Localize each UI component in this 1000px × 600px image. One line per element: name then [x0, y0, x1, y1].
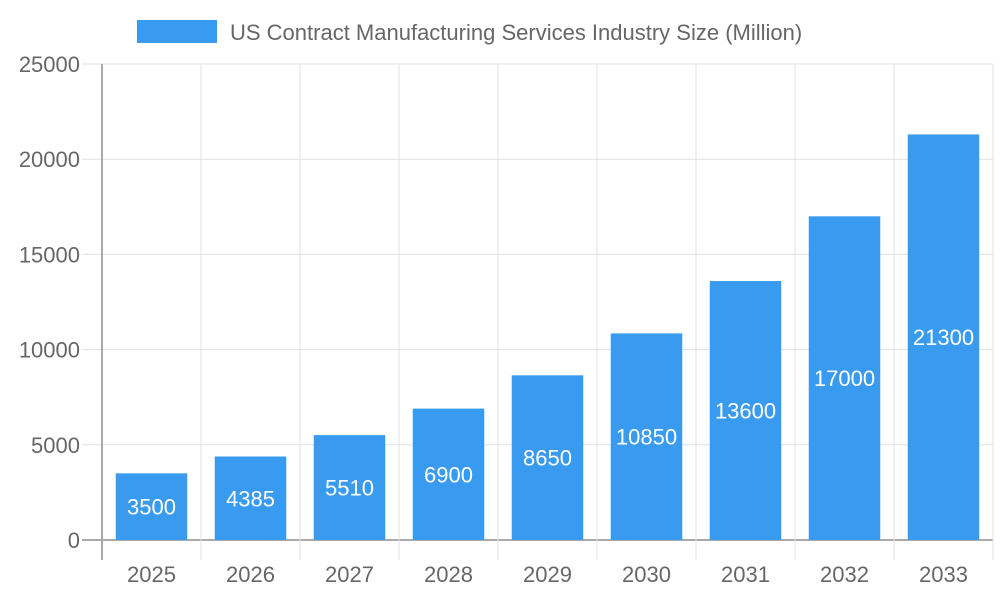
legend-swatch — [137, 20, 217, 43]
y-tick-label: 5000 — [31, 433, 80, 458]
y-tick-label: 10000 — [19, 338, 80, 363]
y-tick-label: 25000 — [19, 52, 80, 77]
x-tick-label: 2032 — [820, 562, 869, 587]
bar — [511, 375, 584, 540]
data-label: 3500 — [127, 495, 176, 520]
data-label: 4385 — [226, 486, 275, 511]
bar — [907, 134, 980, 540]
bar — [115, 473, 188, 540]
legend[interactable]: US Contract Manufacturing Services Indus… — [137, 20, 802, 45]
gridlines — [82, 63, 994, 560]
data-label: 21300 — [913, 325, 974, 350]
x-tick-label: 2025 — [127, 562, 176, 587]
x-tick-label: 2029 — [523, 562, 572, 587]
y-axis-labels: 0 5000 10000 15000 20000 25000 — [19, 52, 80, 553]
bar — [313, 435, 386, 540]
data-label: 13600 — [715, 399, 776, 424]
data-label: 17000 — [814, 366, 875, 391]
data-label: 8650 — [523, 446, 572, 471]
data-label: 6900 — [424, 462, 473, 487]
x-tick-label: 2027 — [325, 562, 374, 587]
y-tick-label: 20000 — [19, 147, 80, 172]
x-tick-label: 2033 — [919, 562, 968, 587]
x-tick-label: 2028 — [424, 562, 473, 587]
bar — [214, 456, 287, 540]
bars: 3500 4385 5510 6900 8650 10850 13600 17000 21300 — [115, 134, 980, 540]
y-tick-label: 0 — [68, 528, 80, 553]
bar — [808, 216, 881, 540]
bar — [412, 408, 485, 540]
x-tick-label: 2030 — [622, 562, 671, 587]
bar — [709, 281, 782, 540]
x-axis-labels: 2025 2026 2027 2028 2029 2030 2031 2032 2033 — [127, 562, 968, 587]
data-label: 5510 — [325, 476, 374, 501]
x-tick-label: 2026 — [226, 562, 275, 587]
x-tick-label: 2031 — [721, 562, 770, 587]
data-label: 10850 — [616, 425, 677, 450]
legend-label: US Contract Manufacturing Services Indus… — [230, 20, 802, 45]
bar — [610, 333, 683, 540]
y-tick-label: 15000 — [19, 242, 80, 267]
